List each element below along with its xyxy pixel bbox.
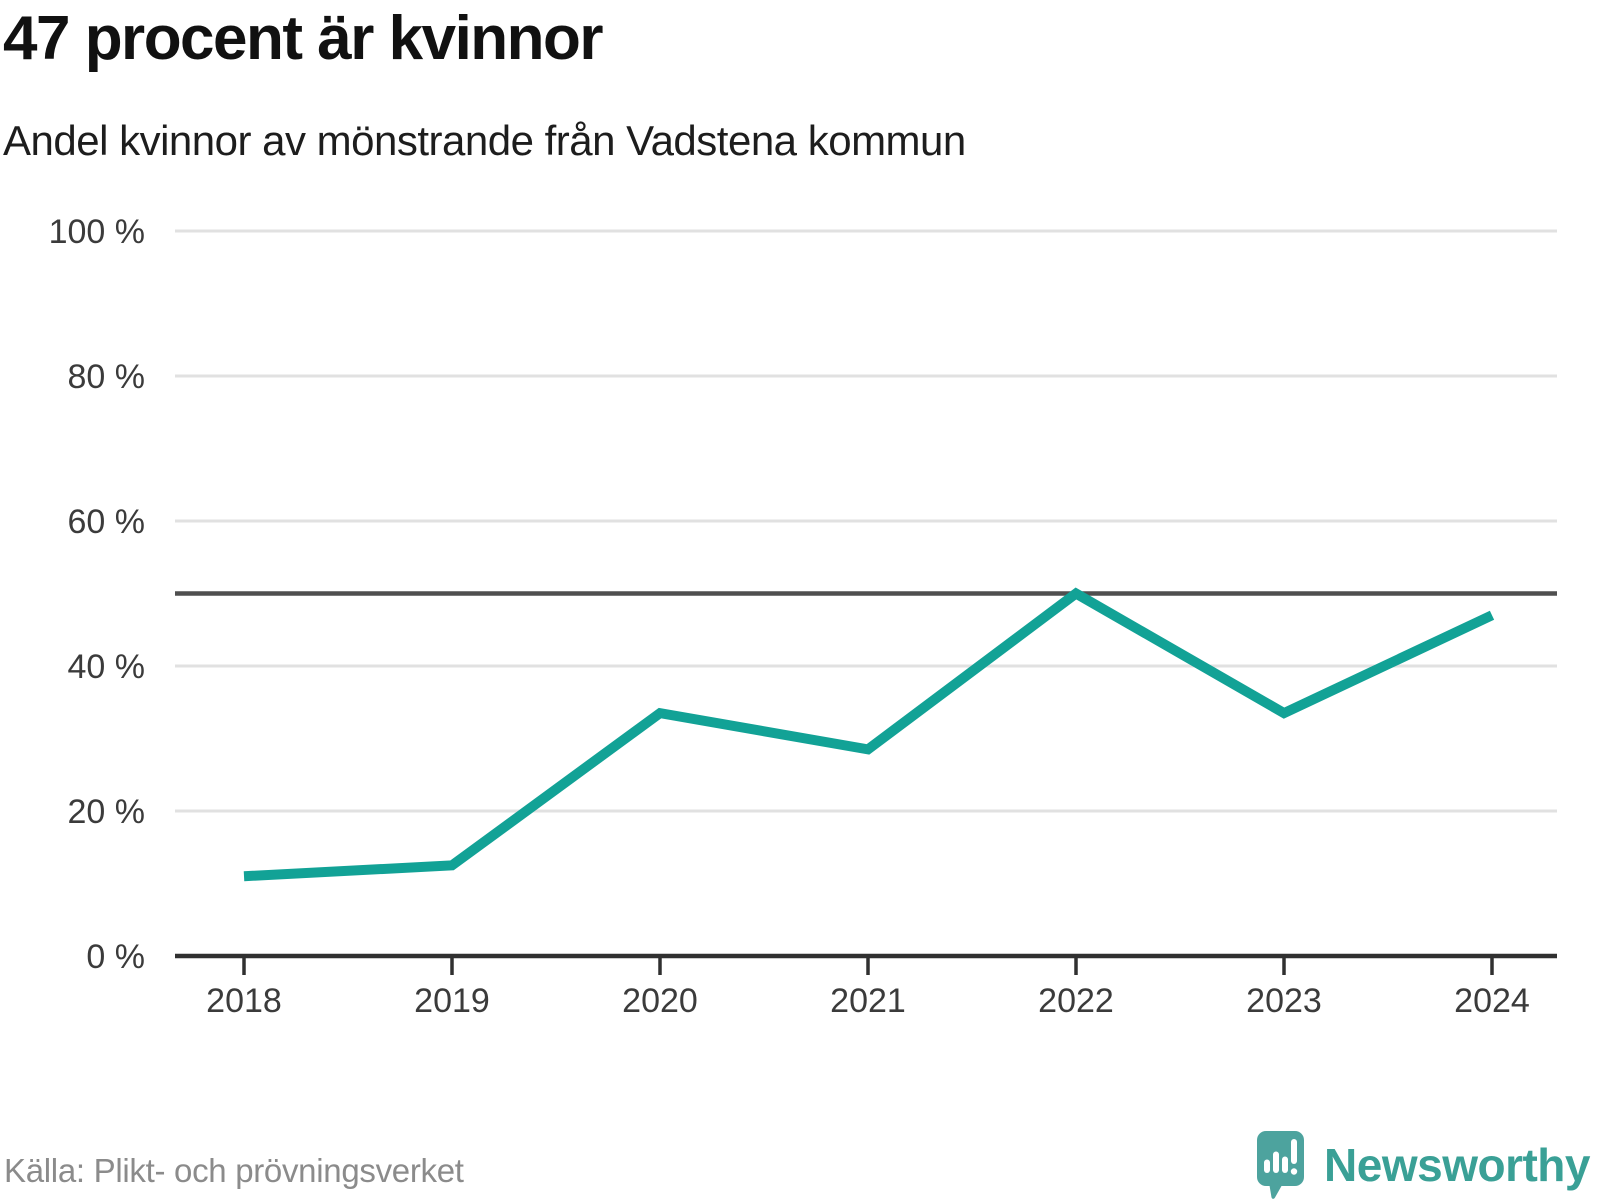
bar-2 xyxy=(1273,1151,1280,1173)
x-tick-label-2022: 2022 xyxy=(1038,982,1114,1020)
x-tick-label-2019: 2019 xyxy=(414,982,490,1020)
chart-subtitle: Andel kvinnor av mönstrande från Vadsten… xyxy=(3,117,966,164)
brand-name: Newsworthy xyxy=(1324,1139,1590,1191)
x-tick-label-2020: 2020 xyxy=(622,982,698,1020)
x-tick-label-2024: 2024 xyxy=(1454,982,1530,1020)
y-tick-label-20: 20 % xyxy=(68,793,146,831)
y-tick-label-0: 0 % xyxy=(86,938,145,976)
bar-3 xyxy=(1282,1156,1289,1173)
y-tick-label-60: 60 % xyxy=(68,503,146,541)
brand-logo: Newsworthy xyxy=(1256,1130,1590,1200)
y-tick-label-80: 80 % xyxy=(68,358,146,396)
x-tick-label-2023: 2023 xyxy=(1246,982,1322,1020)
x-tick-label-2018: 2018 xyxy=(206,982,282,1020)
y-tick-label-40: 40 % xyxy=(68,648,146,686)
y-tick-label-100: 100 % xyxy=(49,213,145,251)
newsworthy-icon xyxy=(1257,1131,1305,1199)
source-note: Källa: Plikt- och prövningsverket xyxy=(4,1152,464,1189)
bar-1 xyxy=(1264,1159,1271,1173)
exclamation-bar xyxy=(1291,1139,1298,1164)
exclamation-dot xyxy=(1290,1168,1298,1175)
data-line xyxy=(243,587,1495,882)
x-tick-label-2021: 2021 xyxy=(830,982,906,1020)
page-title: 47 procent är kvinnor xyxy=(3,4,604,73)
